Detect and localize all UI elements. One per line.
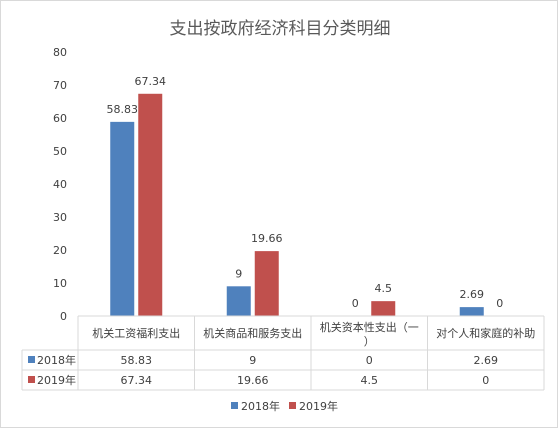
bar-2018-3 [459, 307, 484, 316]
legend-swatch [289, 402, 296, 409]
table-cell: 9 [249, 354, 256, 367]
table-cell: 2.69 [474, 354, 499, 367]
legend-label: 2019年 [299, 399, 338, 413]
y-tick-label: 20 [53, 244, 67, 257]
legend-label: 2018年 [241, 399, 280, 413]
table-cell: 19.66 [237, 374, 269, 387]
data-labels-group: 58.83 9 0 2.69 67.34 19.66 4.5 0 [107, 75, 504, 310]
data-label: 2.69 [460, 288, 485, 301]
legend: 2018年 2019年 [231, 399, 338, 413]
table-series-swatch [28, 376, 35, 383]
category-label: 机关工资福利支出 [92, 326, 180, 340]
y-tick-label: 40 [53, 178, 67, 191]
y-tick-label: 10 [53, 277, 67, 290]
data-label: 0 [352, 297, 359, 310]
data-label: 0 [496, 297, 503, 310]
bar-2019-2 [371, 301, 396, 316]
table-cell: 0 [482, 374, 489, 387]
table-series-swatch [28, 356, 35, 363]
data-label: 9 [235, 267, 242, 280]
y-tick-label: 80 [53, 46, 67, 59]
y-tick-label: 70 [53, 79, 67, 92]
table-cell: 67.34 [121, 374, 153, 387]
table-series-name: 2018年 [37, 353, 76, 367]
y-tick-label: 60 [53, 112, 67, 125]
y-tick-label: 0 [60, 310, 67, 323]
table-cell: 4.5 [361, 374, 379, 387]
y-tick-label: 50 [53, 145, 67, 158]
bar-2019-1 [254, 251, 279, 316]
category-label: ） [364, 335, 375, 348]
bar-2018-1 [226, 286, 251, 316]
category-label: 机关资本性支出（一 [320, 320, 419, 334]
table-series-name: 2019年 [37, 373, 76, 387]
table-cell: 58.83 [121, 354, 153, 367]
data-label: 58.83 [107, 103, 139, 116]
category-label: 对个人和家庭的补助 [436, 326, 535, 340]
table-cell: 0 [366, 354, 373, 367]
chart-title: 支出按政府经济科目分类明细 [170, 19, 391, 39]
data-label: 67.34 [135, 75, 167, 88]
data-table: 机关工资福利支出 机关商品和服务支出 机关资本性支出（一） 对个人和家庭的补助 2018… [21, 315, 545, 391]
data-label: 4.5 [375, 282, 393, 295]
bar-2019-0 [138, 93, 163, 316]
legend-swatch [231, 402, 238, 409]
bars-group [110, 93, 484, 317]
bar-2018-0 [110, 121, 135, 317]
data-label: 19.66 [251, 232, 283, 245]
axis-group: 0 10 20 30 40 50 60 70 80 [53, 46, 67, 323]
y-tick-label: 30 [53, 211, 67, 224]
category-label: 机关商品和服务支出 [203, 326, 302, 340]
